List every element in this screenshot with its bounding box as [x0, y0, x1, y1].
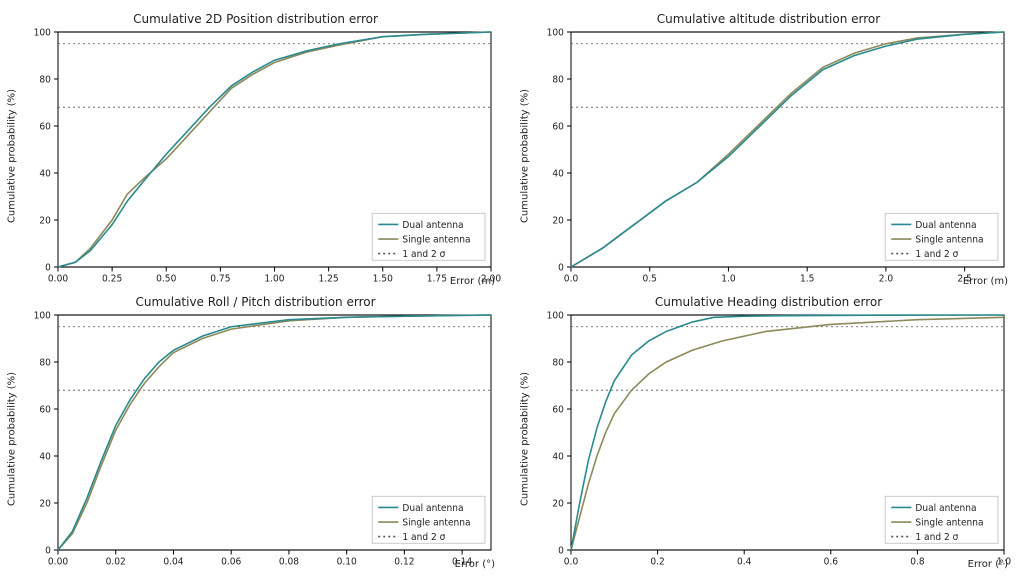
- svg-text:Single antenna: Single antenna: [402, 517, 470, 529]
- svg-text:60: 60: [552, 404, 564, 416]
- svg-text:0: 0: [45, 262, 51, 274]
- svg-text:0.6: 0.6: [824, 556, 838, 568]
- svg-text:40: 40: [39, 451, 51, 463]
- svg-text:0.2: 0.2: [650, 556, 664, 568]
- svg-text:0.8: 0.8: [910, 556, 924, 568]
- svg-text:80: 80: [552, 357, 564, 369]
- svg-text:0.00: 0.00: [48, 273, 68, 285]
- svg-text:Dual antenna: Dual antenna: [402, 219, 463, 231]
- svg-text:0.06: 0.06: [221, 556, 241, 568]
- svg-text:60: 60: [39, 404, 51, 416]
- panel-title: Cumulative Heading distribution error: [655, 295, 882, 309]
- svg-text:0.12: 0.12: [394, 556, 414, 568]
- svg-text:100: 100: [547, 310, 564, 322]
- svg-text:Single antenna: Single antenna: [915, 234, 983, 246]
- svg-text:80: 80: [39, 357, 51, 369]
- svg-text:Dual antenna: Dual antenna: [402, 502, 463, 514]
- svg-text:100: 100: [34, 310, 51, 322]
- svg-text:0.04: 0.04: [163, 556, 183, 568]
- svg-text:0.10: 0.10: [337, 556, 357, 568]
- svg-text:0.08: 0.08: [279, 556, 299, 568]
- svg-text:1 and 2 σ: 1 and 2 σ: [915, 249, 958, 261]
- svg-text:0.75: 0.75: [210, 273, 230, 285]
- svg-text:1 and 2 σ: 1 and 2 σ: [915, 532, 958, 544]
- svg-text:Dual antenna: Dual antenna: [915, 502, 976, 514]
- svg-text:0.02: 0.02: [106, 556, 126, 568]
- y-axis-label: Cumulative probability (%): [7, 371, 18, 505]
- svg-text:60: 60: [552, 121, 564, 133]
- svg-text:1 and 2 σ: 1 and 2 σ: [402, 249, 445, 261]
- chart-svg: 0204060801000.00.20.40.60.81.0Dual anten…: [571, 315, 1004, 550]
- plot-area: Cumulative probability (%) 0204060801000…: [529, 26, 1008, 285]
- panel-alt: Cumulative altitude distribution error C…: [529, 10, 1008, 285]
- svg-text:100: 100: [547, 27, 564, 39]
- panel-pos2d: Cumulative 2D Position distribution erro…: [16, 10, 495, 285]
- chart-svg: 0204060801000.00.51.01.52.02.5Dual anten…: [571, 32, 1004, 267]
- svg-text:20: 20: [552, 215, 564, 227]
- svg-text:1.50: 1.50: [373, 273, 393, 285]
- svg-text:100: 100: [34, 27, 51, 39]
- x-axis-label: Error (°): [455, 559, 495, 570]
- svg-text:0.5: 0.5: [643, 273, 657, 285]
- svg-text:2.0: 2.0: [879, 273, 893, 285]
- svg-text:20: 20: [39, 498, 51, 510]
- panel-title: Cumulative Roll / Pitch distribution err…: [135, 295, 375, 309]
- svg-text:80: 80: [39, 74, 51, 86]
- svg-text:20: 20: [552, 498, 564, 510]
- chart-svg: 0204060801000.000.250.500.751.001.251.50…: [58, 32, 491, 267]
- x-axis-label: Error (m): [963, 276, 1008, 287]
- svg-text:20: 20: [39, 215, 51, 227]
- plot-area: Cumulative probability (%) 0204060801000…: [529, 309, 1008, 568]
- svg-text:60: 60: [39, 121, 51, 133]
- svg-text:1.5: 1.5: [800, 273, 814, 285]
- svg-text:40: 40: [552, 451, 564, 463]
- svg-text:1.00: 1.00: [264, 273, 284, 285]
- svg-text:0.0: 0.0: [564, 273, 578, 285]
- panel-heading: Cumulative Heading distribution error Cu…: [529, 293, 1008, 568]
- svg-text:0.25: 0.25: [102, 273, 122, 285]
- svg-text:1.25: 1.25: [319, 273, 339, 285]
- x-axis-label: Error (m): [450, 276, 495, 287]
- chart-svg: 0204060801000.000.020.040.060.080.100.12…: [58, 315, 491, 550]
- panel-title: Cumulative altitude distribution error: [657, 12, 880, 26]
- y-axis-label: Cumulative probability (%): [7, 88, 18, 222]
- plot-area: Cumulative probability (%) 0204060801000…: [16, 309, 495, 568]
- panel-title: Cumulative 2D Position distribution erro…: [133, 12, 378, 26]
- svg-text:40: 40: [552, 168, 564, 180]
- y-axis-label: Cumulative probability (%): [520, 371, 531, 505]
- y-axis-label: Cumulative probability (%): [520, 88, 531, 222]
- svg-text:0: 0: [558, 545, 564, 557]
- svg-text:80: 80: [552, 74, 564, 86]
- svg-text:Dual antenna: Dual antenna: [915, 219, 976, 231]
- svg-text:0.50: 0.50: [156, 273, 176, 285]
- svg-text:1.0: 1.0: [721, 273, 735, 285]
- svg-text:0.0: 0.0: [564, 556, 578, 568]
- svg-text:Single antenna: Single antenna: [402, 234, 470, 246]
- x-axis-label: Error (°): [968, 559, 1008, 570]
- svg-text:0: 0: [45, 545, 51, 557]
- svg-text:0: 0: [558, 262, 564, 274]
- plot-area: Cumulative probability (%) 0204060801000…: [16, 26, 495, 285]
- svg-text:1 and 2 σ: 1 and 2 σ: [402, 532, 445, 544]
- svg-text:0.4: 0.4: [737, 556, 751, 568]
- svg-text:Single antenna: Single antenna: [915, 517, 983, 529]
- svg-text:1.75: 1.75: [427, 273, 447, 285]
- svg-text:40: 40: [39, 168, 51, 180]
- panel-rollpitch: Cumulative Roll / Pitch distribution err…: [16, 293, 495, 568]
- svg-text:0.00: 0.00: [48, 556, 68, 568]
